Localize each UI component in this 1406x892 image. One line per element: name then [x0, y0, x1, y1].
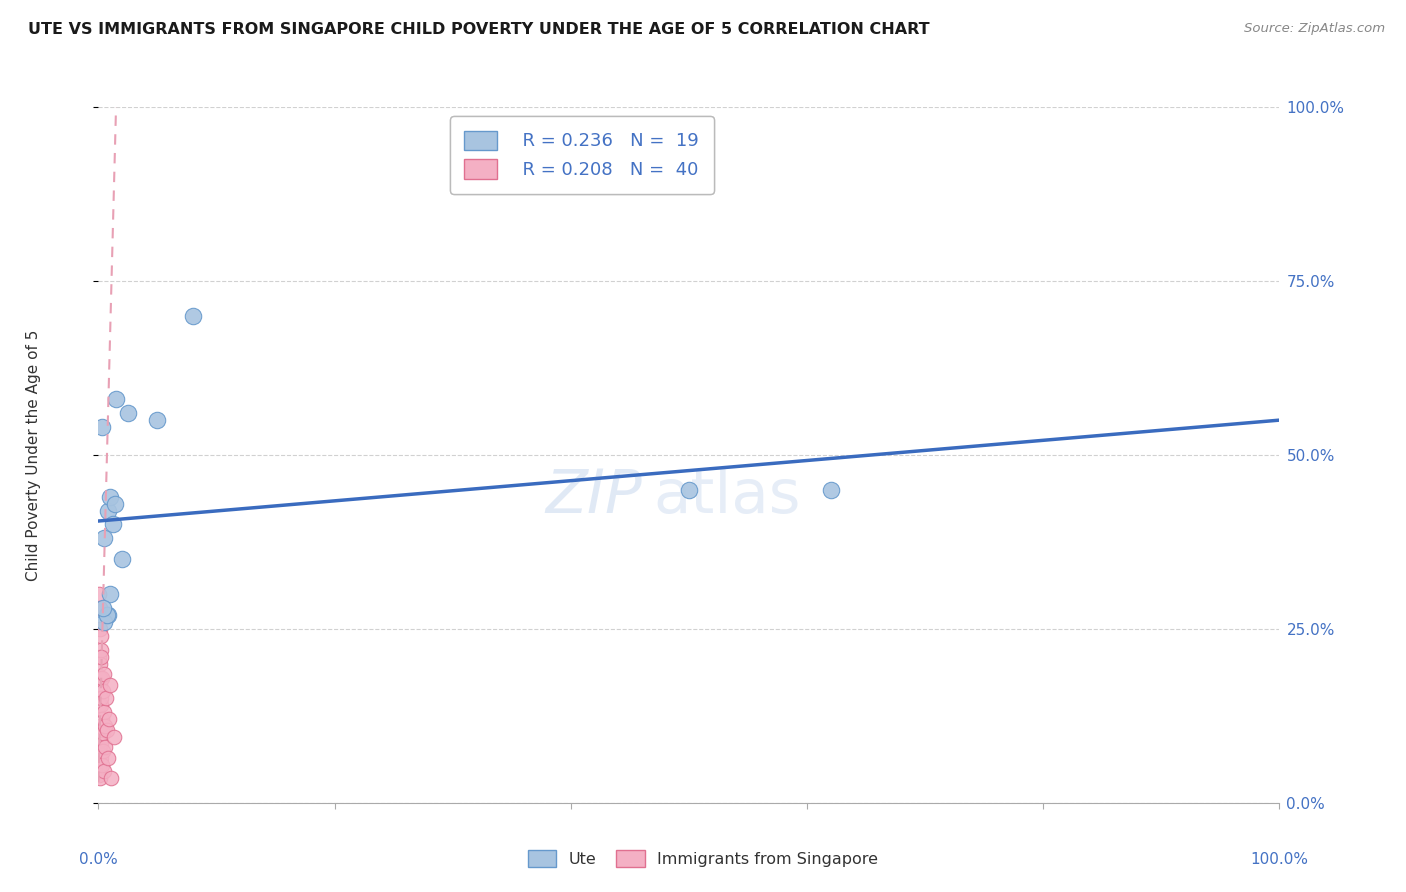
Point [90, 737, 112, 751]
Legend:   R = 0.236   N =  19,   R = 0.208   N =  40: R = 0.236 N = 19, R = 0.208 N = 40 [450, 116, 713, 194]
Point [820, 483, 842, 497]
Point [90, 691, 112, 706]
Text: Child Poverty Under the Age of 5: Child Poverty Under the Age of 5 [25, 329, 41, 581]
Point [104, 497, 127, 511]
Point [91, 712, 114, 726]
Point [93, 764, 115, 779]
Point [93, 532, 115, 546]
Text: 0.0%: 0.0% [79, 852, 118, 866]
Point [93, 667, 115, 681]
Point [90, 671, 112, 685]
Point [146, 413, 169, 427]
Point [91, 420, 114, 434]
Point [94, 740, 117, 755]
Point [98, 587, 121, 601]
Text: UTE VS IMMIGRANTS FROM SINGAPORE CHILD POVERTY UNDER THE AGE OF 5 CORRELATION CH: UTE VS IMMIGRANTS FROM SINGAPORE CHILD P… [28, 22, 929, 37]
Point [98, 677, 121, 691]
Point [94, 691, 117, 706]
Text: atlas: atlas [654, 467, 801, 526]
Point [90, 649, 112, 664]
Point [91, 684, 114, 698]
Point [93, 706, 115, 720]
Text: Source: ZipAtlas.com: Source: ZipAtlas.com [1244, 22, 1385, 36]
Point [89, 677, 111, 691]
Point [97, 750, 120, 764]
Point [181, 309, 204, 323]
Point [89, 761, 111, 775]
Point [89, 622, 111, 636]
Point [89, 649, 111, 664]
Text: ZIP: ZIP [546, 467, 641, 526]
Point [96, 607, 118, 622]
Point [93, 744, 115, 758]
Point [90, 642, 112, 657]
Point [91, 726, 114, 740]
Point [89, 719, 111, 733]
Point [90, 750, 112, 764]
Point [89, 772, 111, 786]
Point [96, 723, 118, 737]
Point [89, 747, 111, 761]
Point [87, 768, 110, 782]
Point [97, 607, 120, 622]
Point [89, 657, 111, 671]
Point [98, 490, 121, 504]
Point [98, 712, 121, 726]
Point [87, 698, 110, 713]
Point [90, 629, 112, 643]
Point [89, 671, 111, 685]
Point [100, 772, 122, 786]
Point [91, 757, 114, 772]
Point [89, 601, 111, 615]
Point [87, 740, 110, 755]
Point [101, 517, 124, 532]
Point [103, 730, 125, 744]
Point [91, 601, 114, 615]
Point [94, 719, 117, 733]
Point [89, 733, 111, 747]
Legend: Ute, Immigrants from Singapore: Ute, Immigrants from Singapore [520, 842, 886, 875]
Point [87, 587, 110, 601]
Point [97, 503, 120, 517]
Point [105, 392, 128, 407]
Point [111, 552, 134, 566]
Point [678, 483, 700, 497]
Point [117, 406, 139, 420]
Text: 100.0%: 100.0% [1250, 852, 1309, 866]
Point [93, 615, 115, 629]
Point [501, 135, 523, 149]
Point [90, 698, 112, 713]
